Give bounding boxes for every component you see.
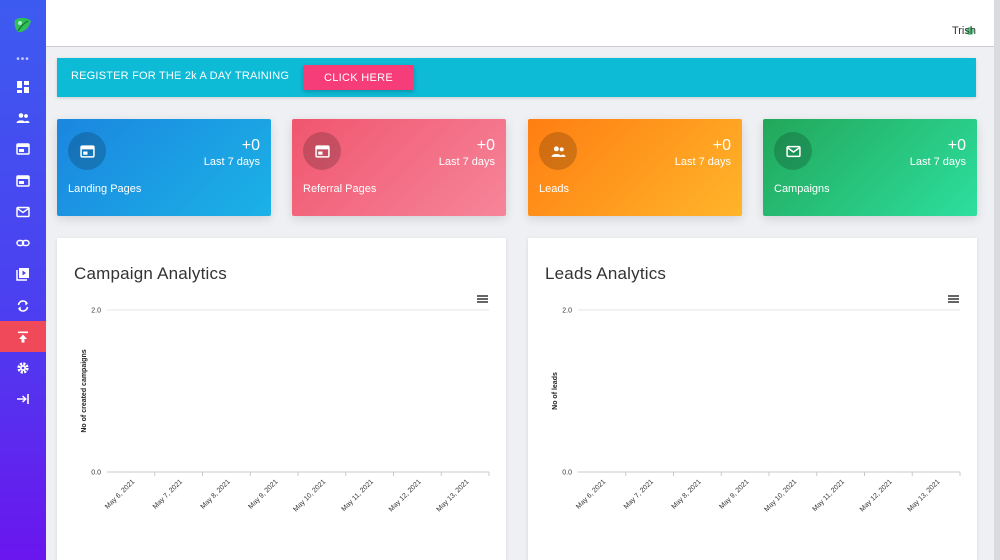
sidebar-item-sync[interactable] — [0, 290, 46, 321]
sidebar-item-landing-pages[interactable] — [0, 133, 46, 164]
stat-value: +0 — [476, 137, 495, 154]
y-tick-label: 2.0 — [91, 308, 101, 315]
stat-label: Landing Pages — [68, 183, 142, 195]
banner-text: REGISTER FOR THE 2k A DAY TRAINING — [71, 70, 290, 82]
stat-card-referral-pages[interactable]: +0 Last 7 days Referral Pages — [292, 119, 506, 216]
stat-value: +0 — [947, 137, 966, 154]
x-tick-label: May 11, 2021 — [811, 478, 846, 513]
top-bar: Trish — [46, 0, 1000, 47]
x-tick-label: May 10, 2021 — [763, 478, 798, 513]
panel-title: Campaign Analytics — [74, 264, 227, 283]
stat-period: Last 7 days — [909, 156, 966, 168]
x-tick-label: May 6, 2021 — [104, 478, 136, 510]
stat-value: +0 — [241, 137, 260, 154]
panel-title: Leads Analytics — [545, 264, 667, 283]
stat-label: Campaigns — [774, 183, 830, 195]
sidebar-item-videos[interactable] — [0, 258, 46, 289]
leads-analytics-panel: Leads Analytics 2.0 0.0 No of leads May 6, … — [528, 238, 977, 560]
stat-card-campaigns[interactable]: +0 Last 7 days Campaigns — [763, 119, 977, 216]
sidebar-item-referral-pages[interactable] — [0, 165, 46, 196]
online-status-dot — [966, 27, 974, 35]
x-tick-label: May 6, 2021 — [575, 478, 607, 510]
sidebar: ••• — [0, 0, 46, 560]
sidebar-item-links[interactable] — [0, 227, 46, 258]
sidebar-item-dashboard[interactable] — [0, 71, 46, 102]
x-tick-label: May 8, 2021 — [200, 478, 232, 510]
leads-analytics-chart: 2.0 0.0 No of leads May 6, 2021 May 7, 2021 M… — [552, 308, 961, 513]
hamburger-menu-icon[interactable] — [948, 295, 959, 303]
hamburger-menu-icon[interactable] — [477, 295, 488, 303]
y-tick-label: 2.0 — [562, 308, 572, 315]
browser-window-icon — [16, 142, 30, 155]
y-axis-label: No of created campaigns — [81, 349, 88, 432]
sidebar-item-users[interactable] — [0, 102, 46, 133]
gear-icon — [17, 361, 29, 374]
stat-label: Referral Pages — [303, 183, 377, 195]
users-icon — [16, 112, 30, 123]
upload-icon — [18, 331, 28, 342]
stat-card-landing-pages[interactable]: +0 Last 7 days Landing Pages — [57, 119, 271, 216]
sidebar-item-upload[interactable] — [0, 321, 46, 352]
window-scrollbar[interactable] — [994, 0, 1000, 560]
stat-period: Last 7 days — [203, 156, 260, 168]
x-tick-label: May 11, 2021 — [340, 478, 375, 513]
video-library-icon — [16, 267, 29, 281]
campaign-analytics-chart: 2.0 0.0 No of created campaigns May 6, 2021… — [81, 308, 490, 513]
mail-icon — [16, 206, 30, 217]
x-tick-label: May 9, 2021 — [247, 478, 279, 510]
x-tick-label: May 13, 2021 — [436, 478, 471, 513]
x-tick-label: May 7, 2021 — [623, 478, 655, 510]
y-tick-label: 0.0 — [91, 470, 101, 477]
user-name[interactable]: Trish — [951, 25, 976, 37]
browser-window-icon — [303, 132, 341, 170]
x-tick-label: May 12, 2021 — [388, 478, 423, 513]
stat-period: Last 7 days — [438, 156, 495, 168]
x-tick-label: May 7, 2021 — [152, 478, 184, 510]
y-tick-label: 0.0 — [562, 470, 572, 477]
x-tick-label: May 8, 2021 — [671, 478, 703, 510]
stat-value: +0 — [712, 137, 731, 154]
campaign-analytics-panel: Campaign Analytics 2.0 0.0 No of created c… — [57, 238, 506, 560]
x-tick-label: May 10, 2021 — [292, 478, 327, 513]
browser-window-icon — [16, 174, 30, 187]
more-dots: ••• — [16, 54, 30, 65]
x-tick-label: May 13, 2021 — [907, 478, 942, 513]
click-here-button[interactable]: CLICK HERE — [303, 65, 414, 90]
stat-label: Leads — [539, 183, 569, 195]
logout-arrow-icon — [17, 393, 29, 404]
users-icon — [539, 132, 577, 170]
x-tick-label: May 12, 2021 — [859, 478, 894, 513]
training-banner: REGISTER FOR THE 2k A DAY TRAINING CLICK… — [57, 58, 976, 97]
mail-icon — [774, 132, 812, 170]
stat-card-leads[interactable]: +0 Last 7 days Leads — [528, 119, 742, 216]
link-icon — [16, 239, 30, 246]
leaf-logo-icon[interactable] — [11, 14, 35, 38]
sync-icon — [17, 299, 29, 312]
sidebar-item-logout[interactable] — [0, 383, 46, 414]
x-tick-label: May 9, 2021 — [718, 478, 750, 510]
stat-period: Last 7 days — [674, 156, 731, 168]
browser-window-icon — [68, 132, 106, 170]
dashboard-icon — [17, 80, 29, 93]
y-axis-label: No of leads — [552, 372, 559, 410]
sidebar-item-email[interactable] — [0, 196, 46, 227]
sidebar-item-settings[interactable] — [0, 352, 46, 383]
